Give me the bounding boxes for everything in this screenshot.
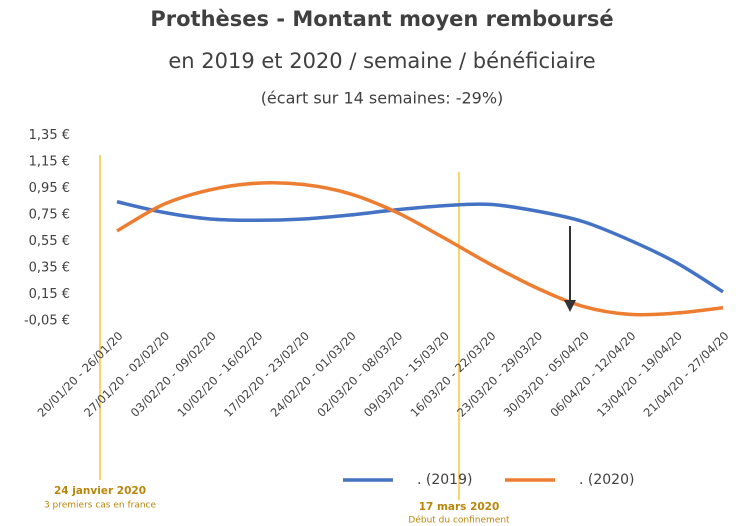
y-tick-label: 0,35 € xyxy=(29,261,70,276)
x-tick-label: 06/04/20 - 12/04/20 xyxy=(547,329,638,420)
y-tick-label: 0,75 € xyxy=(29,208,70,223)
x-tick-label: 20/01/20 - 26/01/20 xyxy=(35,329,126,420)
x-tick-label: 17/02/20 - 23/02/20 xyxy=(221,329,312,420)
x-tick-label: 27/01/20 - 02/02/20 xyxy=(81,329,172,420)
chart-note: (écart sur 14 semaines: -29%) xyxy=(261,89,504,108)
y-tick-label: 1,15 € xyxy=(29,155,70,170)
x-tick-label: 13/04/20 - 19/04/20 xyxy=(594,329,685,420)
x-tick-label: 30/03/20 - 05/04/20 xyxy=(501,329,592,420)
x-tick-label: 16/03/20 - 22/03/20 xyxy=(407,329,498,420)
chart-title: Prothèses - Montant moyen remboursé xyxy=(150,7,613,31)
x-tick-label: 21/04/20 - 27/04/20 xyxy=(641,329,732,420)
line-series xyxy=(116,200,724,294)
line-series xyxy=(116,181,724,317)
x-tick-label: 10/02/20 - 16/02/20 xyxy=(174,329,265,420)
x-tick-label: 24/02/20 - 01/03/20 xyxy=(268,329,359,420)
event-title: 17 mars 2020 xyxy=(419,501,500,513)
x-tick-label: 23/03/20 - 29/03/20 xyxy=(454,329,545,420)
event-title: 24 janvier 2020 xyxy=(54,485,146,497)
y-tick-label: -0,05 € xyxy=(24,314,70,329)
x-tick-label: 02/03/20 - 08/03/20 xyxy=(314,329,405,420)
legend-label: . (2019) xyxy=(417,472,472,488)
y-tick-label: 0,95 € xyxy=(29,181,70,196)
event-text: Début du confinement xyxy=(408,515,510,526)
legend-label: . (2020) xyxy=(579,472,634,488)
x-tick-label: 09/03/20 - 15/03/20 xyxy=(361,329,452,420)
gap-arrow-head xyxy=(564,300,576,312)
y-tick-label: 1,35 € xyxy=(29,128,70,143)
y-tick-label: 0,55 € xyxy=(29,234,70,249)
event-text: 3 premiers cas en france xyxy=(44,501,157,511)
y-tick-label: 0,15 € xyxy=(29,287,70,302)
chart-subtitle: en 2019 et 2020 / semaine / bénéficiaire xyxy=(168,49,595,73)
x-tick-label: 03/02/20 - 09/02/20 xyxy=(128,329,219,420)
